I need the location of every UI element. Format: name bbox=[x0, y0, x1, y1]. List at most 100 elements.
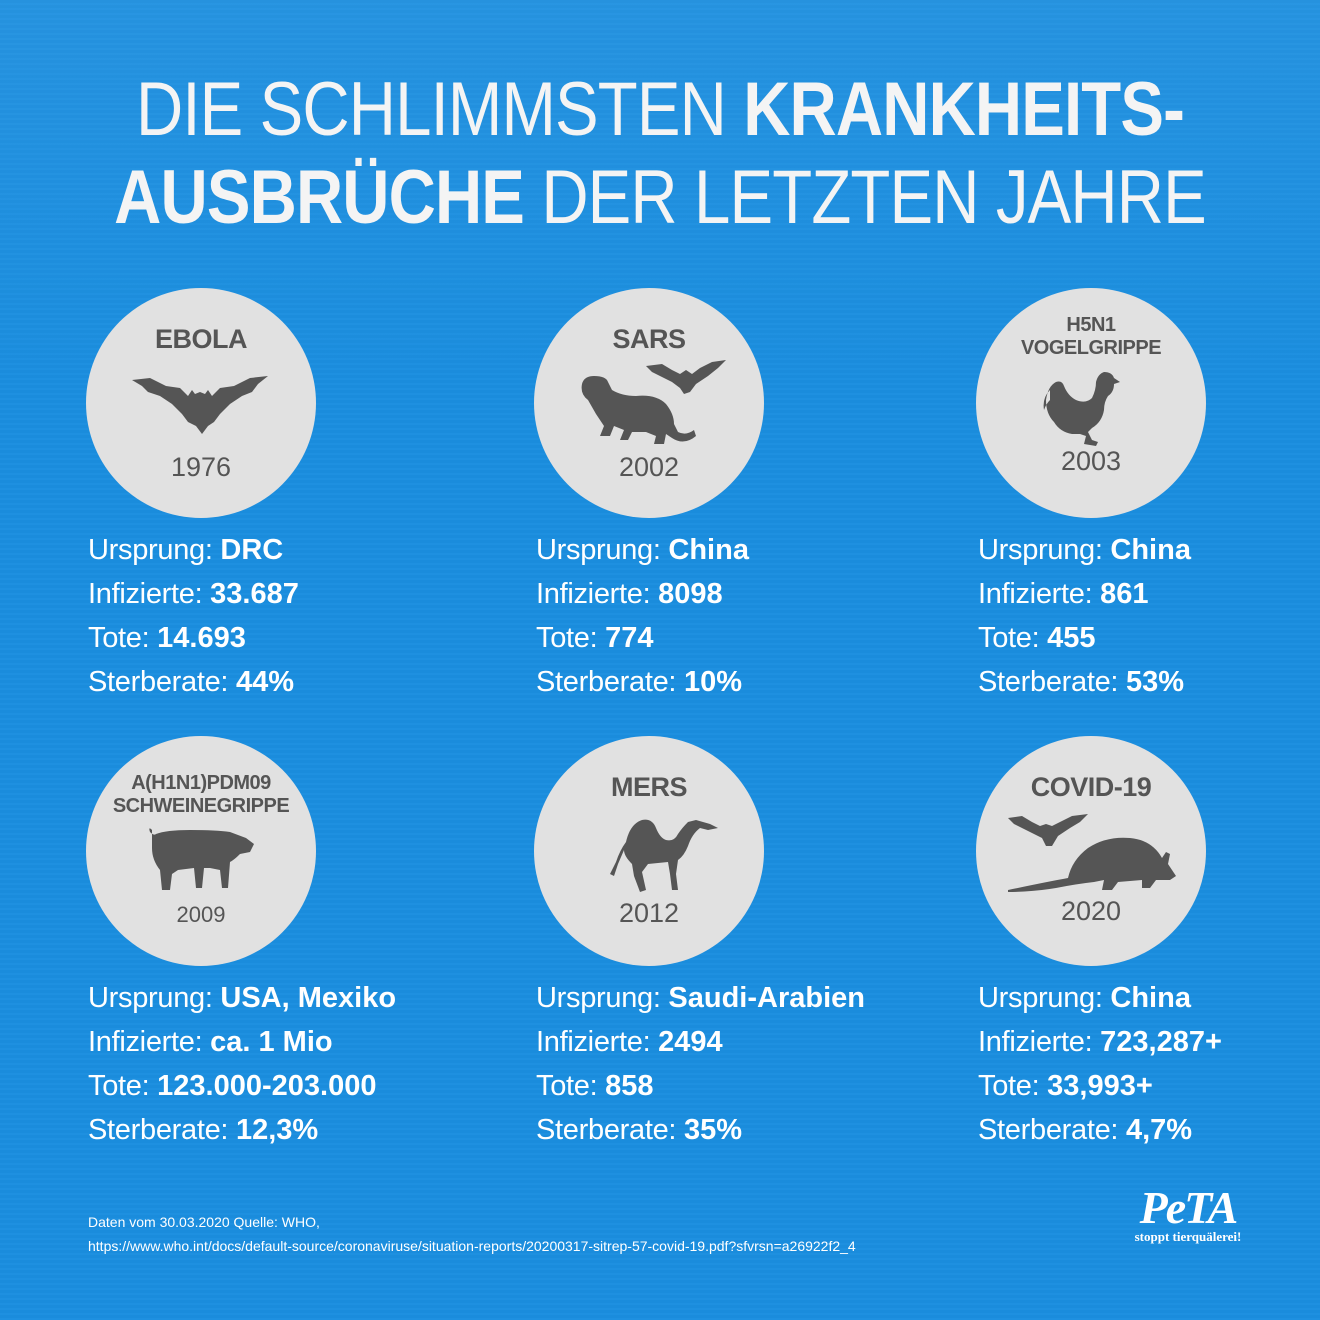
outbreak-name-line2: SCHWEINEGRIPPE bbox=[112, 795, 290, 817]
stat-infected: Infizierte: ca. 1 Mio bbox=[88, 1020, 396, 1064]
outbreak-stats: Ursprung: China Infizierte: 8098 Tote: 7… bbox=[536, 528, 749, 704]
outbreak-name: H5N1 VOGELGRIPPE bbox=[976, 314, 1206, 360]
stat-value: 53% bbox=[1125, 666, 1184, 698]
stat-value: DRC bbox=[220, 534, 284, 566]
stat-label: Ursprung: bbox=[536, 534, 669, 566]
title-line1-bold: KRANKHEITS- bbox=[743, 67, 1185, 152]
stat-value: 8098 bbox=[658, 578, 723, 610]
stat-label: Sterberate: bbox=[536, 1114, 684, 1146]
outbreak-stats: Ursprung: DRC Infizierte: 33.687 Tote: 1… bbox=[88, 528, 299, 704]
stat-value: 44% bbox=[235, 666, 294, 698]
camel-icon bbox=[610, 819, 718, 892]
bat-icon bbox=[1008, 814, 1088, 846]
outbreak-name: COVID-19 bbox=[1030, 772, 1152, 802]
stat-mortality: Sterberate: 35% bbox=[536, 1108, 865, 1152]
ferret-icon bbox=[581, 376, 696, 444]
stat-mortality: Sterberate: 10% bbox=[536, 660, 749, 704]
source-date: Daten vom 30.03.2020 Quelle: WHO, bbox=[88, 1214, 320, 1230]
stat-infected: Infizierte: 723,287+ bbox=[978, 1020, 1222, 1064]
stat-value: 12,3% bbox=[235, 1114, 319, 1146]
source-footer: Daten vom 30.03.2020 Quelle: WHO, https:… bbox=[88, 1210, 856, 1258]
logo-tagline: stoppt tierquälerei! bbox=[1134, 1229, 1242, 1244]
stat-value: 455 bbox=[1047, 622, 1096, 654]
stat-value: 723,287+ bbox=[1100, 1026, 1222, 1058]
title-line1-light: DIE SCHLIMMSTEN bbox=[135, 67, 744, 152]
outbreak-name: SARS bbox=[612, 324, 686, 354]
outbreak-name-line1: H5N1 bbox=[1066, 314, 1116, 336]
pig-icon bbox=[149, 828, 254, 890]
stat-deaths: Tote: 33,993+ bbox=[978, 1064, 1222, 1108]
rooster-icon bbox=[1043, 372, 1120, 446]
stat-label: Infizierte: bbox=[88, 578, 211, 610]
outbreak-badge: A(H1N1)PDM09 SCHWEINEGRIPPE 2009 bbox=[86, 736, 316, 966]
outbreak-badge: H5N1 VOGELGRIPPE 2003 bbox=[976, 288, 1206, 518]
stat-origin: Ursprung: China bbox=[978, 976, 1222, 1020]
stat-value: China bbox=[668, 534, 749, 566]
outbreak-badge: MERS 2012 bbox=[534, 736, 764, 966]
stat-value: 10% bbox=[683, 666, 742, 698]
outbreak-badge: COVID-19 2020 bbox=[976, 736, 1206, 966]
source-url[interactable]: https://www.who.int/docs/default-source/… bbox=[88, 1238, 856, 1254]
stat-value: 774 bbox=[605, 622, 654, 654]
outbreak-year: 2003 bbox=[1060, 446, 1122, 476]
stat-origin: Ursprung: USA, Mexiko bbox=[88, 976, 396, 1020]
stat-label: Ursprung: bbox=[88, 534, 221, 566]
bat-icon bbox=[646, 360, 726, 394]
stat-value: Saudi-Arabien bbox=[668, 982, 865, 1014]
stat-mortality: Sterberate: 53% bbox=[978, 660, 1191, 704]
stat-label: Tote: bbox=[978, 1070, 1048, 1102]
stat-value: 2494 bbox=[658, 1026, 723, 1058]
stat-label: Ursprung: bbox=[978, 534, 1111, 566]
stat-label: Tote: bbox=[88, 622, 158, 654]
stat-label: Infizierte: bbox=[978, 578, 1101, 610]
stat-label: Infizierte: bbox=[536, 1026, 659, 1058]
outbreak-name-line1: A(H1N1)PDM09 bbox=[131, 772, 271, 794]
page-title: DIE SCHLIMMSTEN KRANKHEITS- AUSBRÜCHE DE… bbox=[92, 66, 1227, 242]
peta-logo: PeTA stoppt tierquälerei! bbox=[1128, 1182, 1248, 1244]
stat-label: Ursprung: bbox=[88, 982, 221, 1014]
stat-label: Infizierte: bbox=[536, 578, 659, 610]
logo-wordmark: PeTA bbox=[1139, 1182, 1239, 1233]
outbreak-year: 2009 bbox=[176, 902, 226, 927]
stat-value: 33,993+ bbox=[1047, 1070, 1153, 1102]
stat-label: Tote: bbox=[88, 1070, 158, 1102]
stat-value: China bbox=[1110, 534, 1191, 566]
stat-value: 123.000-203.000 bbox=[157, 1070, 377, 1102]
stat-origin: Ursprung: DRC bbox=[88, 528, 299, 572]
stat-infected: Infizierte: 8098 bbox=[536, 572, 749, 616]
title-line2-light: DER LETZTEN JAHRE bbox=[524, 155, 1206, 240]
stat-mortality: Sterberate: 12,3% bbox=[88, 1108, 396, 1152]
stat-infected: Infizierte: 2494 bbox=[536, 1020, 865, 1064]
outbreak-name: MERS bbox=[610, 772, 688, 802]
stat-value: USA, Mexiko bbox=[220, 982, 397, 1014]
stat-deaths: Tote: 123.000-203.000 bbox=[88, 1064, 396, 1108]
stat-value: 861 bbox=[1100, 578, 1149, 610]
stat-value: 33.687 bbox=[210, 578, 299, 610]
stat-label: Ursprung: bbox=[978, 982, 1111, 1014]
stat-label: Sterberate: bbox=[88, 666, 236, 698]
stat-mortality: Sterberate: 44% bbox=[88, 660, 299, 704]
title-line2-bold: AUSBRÜCHE bbox=[114, 155, 525, 240]
outbreak-badge: SARS 2002 bbox=[534, 288, 764, 518]
outbreak-name-line2: VOGELGRIPPE bbox=[1020, 337, 1162, 359]
stat-value: 858 bbox=[605, 1070, 654, 1102]
stat-infected: Infizierte: 33.687 bbox=[88, 572, 299, 616]
outbreak-year: 2002 bbox=[618, 452, 680, 482]
stat-value: 4,7% bbox=[1125, 1114, 1193, 1146]
outbreak-stats: Ursprung: Saudi-Arabien Infizierte: 2494… bbox=[536, 976, 865, 1152]
stat-label: Sterberate: bbox=[536, 666, 684, 698]
stat-mortality: Sterberate: 4,7% bbox=[978, 1108, 1222, 1152]
outbreak-name: EBOLA bbox=[155, 324, 248, 354]
stat-label: Tote: bbox=[978, 622, 1048, 654]
outbreak-stats: Ursprung: China Infizierte: 861 Tote: 45… bbox=[978, 528, 1191, 704]
stat-deaths: Tote: 774 bbox=[536, 616, 749, 660]
outbreak-stats: Ursprung: China Infizierte: 723,287+ Tot… bbox=[978, 976, 1222, 1152]
stat-label: Sterberate: bbox=[978, 1114, 1126, 1146]
stat-value: 14.693 bbox=[157, 622, 246, 654]
stat-value: China bbox=[1110, 982, 1191, 1014]
stat-label: Tote: bbox=[536, 1070, 606, 1102]
stat-label: Infizierte: bbox=[978, 1026, 1101, 1058]
stat-deaths: Tote: 455 bbox=[978, 616, 1191, 660]
outbreak-year: 1976 bbox=[170, 452, 232, 482]
